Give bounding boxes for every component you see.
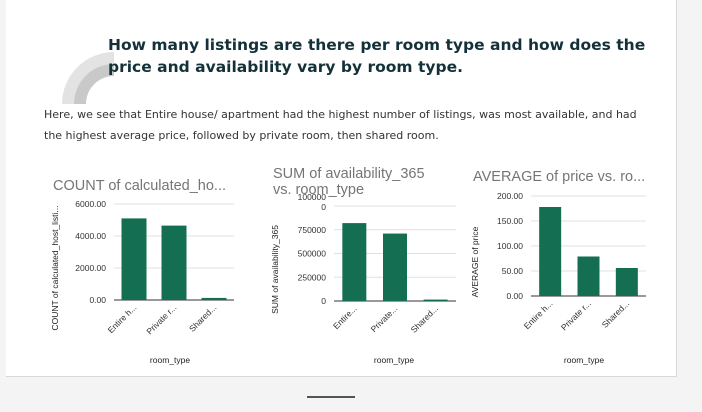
y-axis-label: AVERAGE of price: [470, 226, 480, 297]
y-tick-label: 100000 0: [298, 192, 327, 212]
x-axis-label: room_type: [564, 355, 604, 365]
bar[interactable]: [121, 218, 147, 300]
x-tick-label: Private...: [369, 303, 400, 334]
x-axis-label: room_type: [150, 355, 190, 365]
y-tick-label: 2000.00: [75, 263, 106, 273]
x-tick-label: Entire h...: [522, 298, 555, 331]
chart-title: SUM of availability_365 vs. room_type: [273, 166, 425, 198]
bar[interactable]: [577, 256, 600, 297]
y-tick-label: 150.00: [497, 216, 523, 226]
slide-description-line: Here, we see that Entire house/ apartmen…: [44, 108, 637, 121]
x-tick-label: Entire...: [331, 303, 359, 331]
y-tick-label: 200.00: [497, 191, 523, 201]
y-tick-label: 500000: [298, 249, 327, 259]
y-tick-label: 50.00: [502, 266, 524, 276]
bar[interactable]: [539, 207, 562, 296]
y-axis-label: SUM of availability_365: [270, 225, 280, 314]
chart-title: COUNT of calculated_ho...: [53, 178, 226, 194]
bar[interactable]: [201, 297, 227, 300]
bar[interactable]: [383, 233, 407, 301]
x-tick-label: Shared...: [600, 298, 631, 329]
bar[interactable]: [423, 299, 448, 301]
y-tick-label: 100.00: [497, 241, 523, 251]
chart-svg: COUNT of calculated_ho... 0.00 2000.00 4000…: [50, 178, 234, 365]
y-tick-label: 0.00: [89, 295, 106, 305]
y-tick-label: 250000: [298, 272, 327, 282]
y-tick-label: 750000: [298, 225, 327, 235]
x-tick-label: Shared...: [187, 302, 218, 333]
x-axis-label: room_type: [374, 355, 414, 365]
chart-title: AVERAGE of price vs. ro...: [473, 169, 645, 185]
bar[interactable]: [161, 225, 187, 300]
slide-description-line: the highest average price, followed by p…: [44, 129, 439, 142]
slide-description: Here, we see that Entire house/ apartmen…: [44, 104, 654, 146]
slide-title-line: How many listings are there per room typ…: [108, 36, 646, 54]
y-tick-label: 0.00: [506, 291, 523, 301]
decorative-arc: [62, 52, 114, 104]
chart-average-price: AVERAGE of price vs. ro... 0.00 50.00 100.0…: [456, 160, 661, 375]
bar[interactable]: [342, 223, 367, 301]
y-tick-label: 0: [321, 296, 326, 306]
x-tick-label: Entire h...: [106, 302, 139, 335]
y-tick-label: 4000.00: [75, 231, 106, 241]
chart-svg: SUM of availability_365 vs. room_type 0 250…: [270, 166, 456, 365]
slide-title-line: price and availability vary by room type…: [108, 58, 463, 76]
slide: How many listings are there per room typ…: [6, 0, 677, 377]
chart-count-listings: COUNT of calculated_ho... 0.00 2000.00 4000…: [34, 160, 239, 375]
bar[interactable]: [615, 268, 638, 296]
chart-sum-availability: SUM of availability_365 vs. room_type 0 250…: [254, 160, 459, 375]
x-tick-label: Private r...: [559, 298, 593, 332]
y-axis-label: COUNT of calculated_host_listi...: [50, 205, 60, 330]
y-tick-label: 6000.00: [75, 199, 106, 209]
x-tick-label: Private r...: [144, 302, 178, 336]
slide-scroll-indicator[interactable]: [307, 396, 355, 398]
chart-svg: AVERAGE of price vs. ro... 0.00 50.00 100.0…: [470, 169, 646, 365]
x-tick-label: Shared...: [409, 303, 440, 334]
slide-title: How many listings are there per room typ…: [108, 34, 648, 78]
